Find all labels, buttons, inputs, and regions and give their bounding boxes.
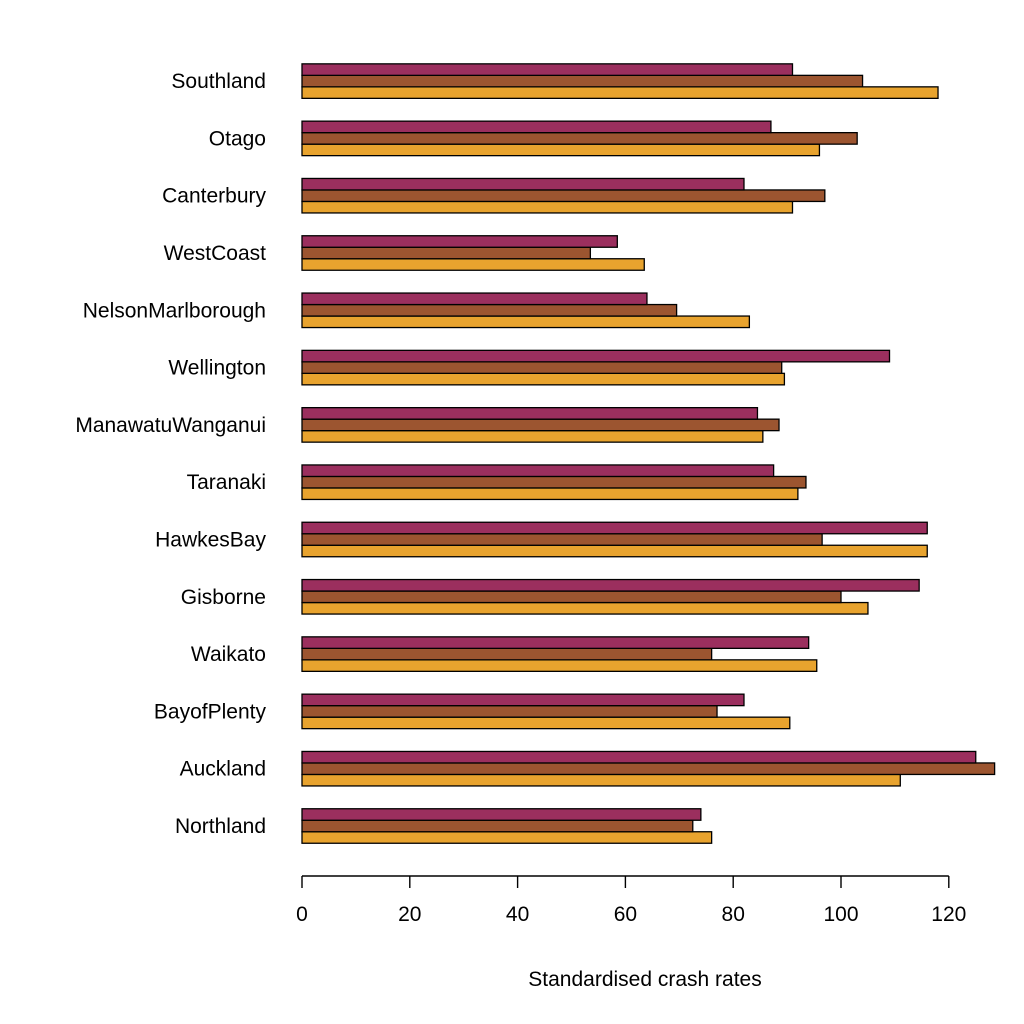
bar-bayofplenty-series-3 xyxy=(301,693,745,707)
category-label-waikato: Waikato xyxy=(191,643,266,666)
category-label-northland: Northland xyxy=(175,815,266,838)
bar-bayofplenty-series-1 xyxy=(301,716,791,730)
bar-waikato-series-3 xyxy=(301,636,810,649)
bar-hawkesbay-series-3 xyxy=(301,521,928,535)
bar-otago-series-3 xyxy=(301,120,772,134)
bar-manawatuwanganui-series-2 xyxy=(301,418,780,432)
category-label-nelsonmarlborough: NelsonMarlborough xyxy=(83,299,266,322)
x-tick-label-120: 120 xyxy=(931,903,966,926)
x-tick-label-0: 0 xyxy=(296,903,308,926)
x-tick-label-40: 40 xyxy=(506,903,529,926)
category-label-westcoast: WestCoast xyxy=(164,242,266,265)
bar-westcoast-series-2 xyxy=(301,246,592,260)
bar-wellington-series-2 xyxy=(301,361,783,375)
bar-waikato-series-2 xyxy=(301,647,713,661)
category-label-gisborne: Gisborne xyxy=(181,586,266,609)
bar-hawkesbay-series-2 xyxy=(301,533,823,546)
x-tick-label-80: 80 xyxy=(722,903,745,926)
bar-northland-series-2 xyxy=(301,819,694,833)
bar-wellington-series-1 xyxy=(301,372,786,386)
bar-taranaki-series-3 xyxy=(301,464,775,478)
category-label-canterbury: Canterbury xyxy=(162,185,266,208)
bar-bayofplenty-series-2 xyxy=(301,705,718,718)
bars-layer xyxy=(301,63,996,844)
x-tick-label-20: 20 xyxy=(398,903,421,926)
bar-manawatuwanganui-series-1 xyxy=(301,429,764,443)
bar-canterbury-series-1 xyxy=(301,200,794,214)
bar-otago-series-2 xyxy=(301,131,858,145)
bar-nelsonmarlborough-series-3 xyxy=(301,292,648,306)
bar-southland-series-1 xyxy=(301,86,939,99)
bar-taranaki-series-2 xyxy=(301,475,807,489)
x-tick-label-60: 60 xyxy=(614,903,637,926)
category-label-manawatuwanganui: ManawatuWanganui xyxy=(75,414,266,437)
bar-southland-series-2 xyxy=(301,74,864,88)
bar-canterbury-series-2 xyxy=(301,189,826,203)
bar-auckland-series-3 xyxy=(301,750,977,764)
x-axis: 0 20 40 60 80 100 120 xyxy=(296,875,966,926)
bar-nelsonmarlborough-series-2 xyxy=(301,303,678,317)
bar-otago-series-1 xyxy=(301,143,821,157)
bar-westcoast-series-1 xyxy=(301,258,645,271)
category-label-otago: Otago xyxy=(209,127,266,150)
bar-canterbury-series-3 xyxy=(301,177,745,191)
bar-manawatuwanganui-series-3 xyxy=(301,406,759,420)
bar-northland-series-1 xyxy=(301,831,713,844)
bar-auckland-series-2 xyxy=(301,762,996,776)
category-label-wellington: Wellington xyxy=(168,357,266,380)
x-axis-title: Standardised crash rates xyxy=(528,968,761,991)
bar-northland-series-3 xyxy=(301,808,702,821)
x-tick-label-100: 100 xyxy=(823,903,858,926)
bar-waikato-series-1 xyxy=(301,659,818,672)
bar-southland-series-3 xyxy=(301,63,794,76)
bar-auckland-series-1 xyxy=(301,773,901,787)
bar-gisborne-series-2 xyxy=(301,590,842,604)
category-label-southland: Southland xyxy=(171,70,266,93)
category-label-bayofplenty: BayofPlenty xyxy=(154,700,267,723)
category-label-auckland: Auckland xyxy=(180,758,266,781)
category-label-taranaki: Taranaki xyxy=(187,471,266,494)
bar-hawkesbay-series-1 xyxy=(301,544,928,558)
bar-nelsonmarlborough-series-1 xyxy=(301,315,751,329)
category-labels: Northland Auckland BayofPlenty Waikato Gisbo… xyxy=(75,70,266,838)
bar-wellington-series-3 xyxy=(301,349,891,363)
bar-taranaki-series-1 xyxy=(301,487,799,501)
bar-gisborne-series-3 xyxy=(301,578,920,592)
bar-westcoast-series-3 xyxy=(301,235,618,248)
category-label-hawkesbay: HawkesBay xyxy=(155,529,266,552)
bar-gisborne-series-1 xyxy=(301,601,869,615)
